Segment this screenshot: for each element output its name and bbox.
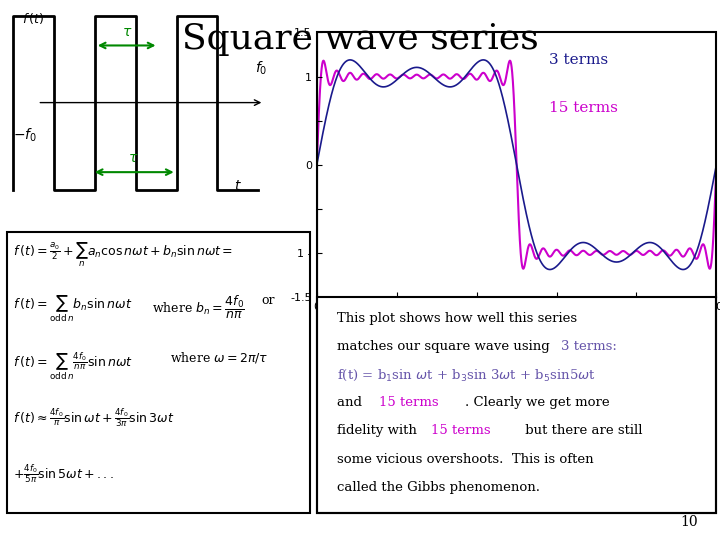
Text: $f\,(t) = \sum_{\mathrm{odd}\,n} b_n \sin n\omega t$: $f\,(t) = \sum_{\mathrm{odd}\,n} b_n \si…: [13, 294, 132, 325]
Text: 15 terms: 15 terms: [379, 396, 438, 409]
FancyBboxPatch shape: [317, 297, 716, 513]
Text: 15 terms: 15 terms: [431, 424, 490, 437]
Text: . Clearly we get more: . Clearly we get more: [464, 396, 609, 409]
Text: $f\,(t) = \frac{a_0}{2} + \sum_n a_n \cos n\omega t + b_n \sin n\omega t =$: $f\,(t) = \frac{a_0}{2} + \sum_n a_n \co…: [13, 241, 233, 269]
Text: $\tau$: $\tau$: [122, 24, 132, 38]
Text: 15 terms: 15 terms: [549, 101, 618, 115]
Text: $f\,(t) = \sum_{\mathrm{odd}\,n} \frac{4f_0}{n\pi} \sin n\omega t$: $f\,(t) = \sum_{\mathrm{odd}\,n} \frac{4…: [13, 350, 133, 382]
Text: This plot shows how well this series: This plot shows how well this series: [337, 312, 577, 325]
Text: where $b_n = \dfrac{4f_0}{n\pi}$: where $b_n = \dfrac{4f_0}{n\pi}$: [153, 294, 246, 321]
Text: Square wave series: Square wave series: [181, 22, 539, 56]
Text: f(t) = b$_1$sin $\omega$t + b$_3$sin 3$\omega$t + b$_5$sin5$\omega$t: f(t) = b$_1$sin $\omega$t + b$_3$sin 3$\…: [337, 368, 595, 383]
Text: $t$: $t$: [234, 179, 242, 193]
Text: $-f_0$: $-f_0$: [13, 127, 37, 144]
Text: fidelity with: fidelity with: [337, 424, 421, 437]
Text: and: and: [337, 396, 366, 409]
Text: $+ \frac{4f_0}{5\pi} \sin 5\omega t + ...$: $+ \frac{4f_0}{5\pi} \sin 5\omega t + ..…: [13, 462, 114, 485]
Text: but there are still: but there are still: [521, 424, 642, 437]
Text: 10: 10: [681, 515, 698, 529]
Text: some vicious overshoots.  This is often: some vicious overshoots. This is often: [337, 453, 593, 465]
Text: $\tau$: $\tau$: [128, 151, 138, 165]
Text: $f\,(t) \approx \frac{4f_0}{\pi} \sin\omega t + \frac{4f_0}{3\pi} \sin 3\omega t: $f\,(t) \approx \frac{4f_0}{\pi} \sin\om…: [13, 406, 175, 429]
Text: $f_0$: $f_0$: [255, 60, 268, 77]
Text: $f\,(t)$: $f\,(t)$: [22, 11, 45, 26]
Text: 3 terms: 3 terms: [549, 53, 608, 67]
Text: called the Gibbs phenomenon.: called the Gibbs phenomenon.: [337, 481, 540, 494]
Text: matches our square wave using: matches our square wave using: [337, 340, 554, 353]
Text: or: or: [261, 294, 275, 307]
Text: 3 terms:: 3 terms:: [561, 340, 616, 353]
Text: where $\omega = 2\pi/\tau$: where $\omega = 2\pi/\tau$: [171, 350, 269, 365]
